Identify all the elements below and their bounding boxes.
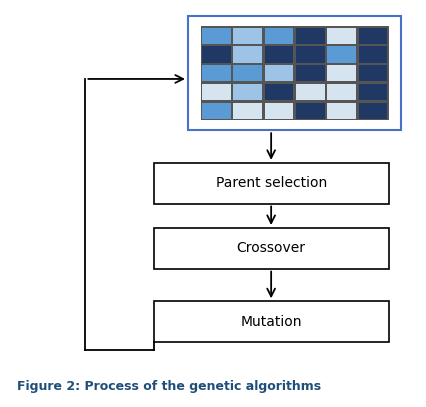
Bar: [295, 65, 324, 81]
Bar: [295, 28, 324, 44]
Text: Figure 2: Process of the genetic algorithms: Figure 2: Process of the genetic algorit…: [17, 380, 320, 393]
Bar: [231, 101, 263, 120]
Bar: [325, 64, 357, 83]
Bar: [201, 84, 230, 100]
Bar: [358, 103, 386, 119]
Bar: [231, 83, 263, 101]
Bar: [294, 101, 325, 120]
Bar: [295, 84, 324, 100]
Bar: [201, 103, 230, 119]
Bar: [263, 101, 294, 120]
Bar: [233, 84, 262, 100]
Bar: [294, 83, 325, 101]
Bar: [201, 65, 230, 81]
Bar: [295, 46, 324, 63]
Bar: [200, 101, 231, 120]
Bar: [263, 83, 294, 101]
Bar: [325, 101, 357, 120]
Bar: [357, 101, 388, 120]
Bar: [153, 228, 388, 269]
Bar: [358, 46, 386, 63]
Bar: [357, 64, 388, 83]
Bar: [264, 84, 293, 100]
Bar: [231, 64, 263, 83]
Bar: [357, 83, 388, 101]
Bar: [231, 45, 263, 64]
Bar: [200, 83, 231, 101]
Bar: [200, 64, 231, 83]
Bar: [233, 28, 262, 44]
Bar: [326, 103, 355, 119]
Bar: [325, 26, 357, 45]
Bar: [325, 83, 357, 101]
Bar: [200, 26, 231, 45]
Bar: [358, 65, 386, 81]
Bar: [357, 45, 388, 64]
Bar: [294, 45, 325, 64]
Text: Parent selection: Parent selection: [215, 176, 326, 190]
Bar: [187, 16, 400, 130]
Bar: [294, 64, 325, 83]
Text: Mutation: Mutation: [240, 315, 301, 328]
Bar: [233, 65, 262, 81]
Bar: [264, 103, 293, 119]
Text: Crossover: Crossover: [236, 241, 305, 255]
Bar: [263, 26, 294, 45]
Bar: [326, 28, 355, 44]
Bar: [326, 46, 355, 63]
Bar: [326, 84, 355, 100]
Bar: [153, 301, 388, 342]
Bar: [263, 64, 294, 83]
Bar: [325, 45, 357, 64]
Bar: [264, 28, 293, 44]
Bar: [200, 45, 231, 64]
Bar: [201, 28, 230, 44]
Bar: [233, 46, 262, 63]
Bar: [153, 163, 388, 204]
Bar: [326, 65, 355, 81]
Bar: [264, 46, 293, 63]
Bar: [201, 46, 230, 63]
Bar: [358, 84, 386, 100]
Bar: [294, 26, 325, 45]
Bar: [233, 103, 262, 119]
Bar: [264, 65, 293, 81]
Bar: [295, 103, 324, 119]
Bar: [357, 26, 388, 45]
Bar: [263, 45, 294, 64]
Bar: [358, 28, 386, 44]
Bar: [231, 26, 263, 45]
